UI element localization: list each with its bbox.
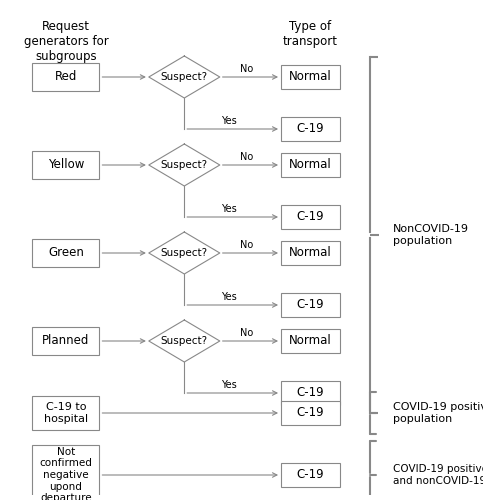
Text: Red: Red: [55, 70, 77, 84]
Text: C-19 to
hospital: C-19 to hospital: [44, 402, 88, 424]
FancyBboxPatch shape: [281, 329, 340, 353]
Text: No: No: [240, 328, 253, 338]
Text: Type of
transport: Type of transport: [283, 20, 338, 48]
Text: Suspect?: Suspect?: [161, 336, 208, 346]
Text: Normal: Normal: [289, 334, 332, 347]
Text: Yes: Yes: [221, 292, 237, 302]
Text: Suspect?: Suspect?: [161, 160, 208, 170]
FancyBboxPatch shape: [281, 241, 340, 265]
Text: C-19: C-19: [297, 386, 325, 400]
Text: Yes: Yes: [221, 204, 237, 214]
Text: Planned: Planned: [43, 334, 90, 347]
FancyBboxPatch shape: [32, 396, 99, 430]
Text: Normal: Normal: [289, 70, 332, 84]
Text: No: No: [240, 152, 253, 162]
FancyBboxPatch shape: [32, 239, 99, 267]
FancyBboxPatch shape: [281, 205, 340, 229]
Text: No: No: [240, 240, 253, 250]
FancyBboxPatch shape: [281, 381, 340, 405]
FancyBboxPatch shape: [281, 463, 340, 487]
FancyBboxPatch shape: [281, 65, 340, 89]
Text: C-19: C-19: [297, 298, 325, 312]
Text: Suspect?: Suspect?: [161, 248, 208, 258]
FancyBboxPatch shape: [32, 327, 99, 355]
Text: Yellow: Yellow: [48, 158, 84, 172]
Text: C-19: C-19: [297, 406, 325, 420]
Text: No: No: [240, 64, 253, 74]
FancyBboxPatch shape: [281, 117, 340, 141]
FancyBboxPatch shape: [281, 153, 340, 177]
Text: Normal: Normal: [289, 158, 332, 172]
Text: Request
generators for
subgroups: Request generators for subgroups: [24, 20, 108, 63]
Text: Not
confirmed
negative
upond
departure: Not confirmed negative upond departure: [40, 447, 92, 500]
Text: Green: Green: [48, 246, 84, 260]
Text: C-19: C-19: [297, 122, 325, 136]
Text: Normal: Normal: [289, 246, 332, 260]
Text: COVID-19 positive
population: COVID-19 positive population: [393, 402, 483, 424]
FancyBboxPatch shape: [32, 151, 99, 179]
FancyBboxPatch shape: [281, 293, 340, 317]
Text: C-19: C-19: [297, 468, 325, 481]
Text: C-19: C-19: [297, 210, 325, 224]
Text: COVID-19 positive population
and nonCOVID-19 population: COVID-19 positive population and nonCOVI…: [393, 464, 483, 486]
FancyBboxPatch shape: [32, 445, 99, 500]
Text: Yes: Yes: [221, 380, 237, 390]
Text: Yes: Yes: [221, 116, 237, 126]
FancyBboxPatch shape: [32, 63, 99, 91]
Text: NonCOVID-19
population: NonCOVID-19 population: [393, 224, 469, 246]
Text: Suspect?: Suspect?: [161, 72, 208, 82]
FancyBboxPatch shape: [281, 401, 340, 425]
